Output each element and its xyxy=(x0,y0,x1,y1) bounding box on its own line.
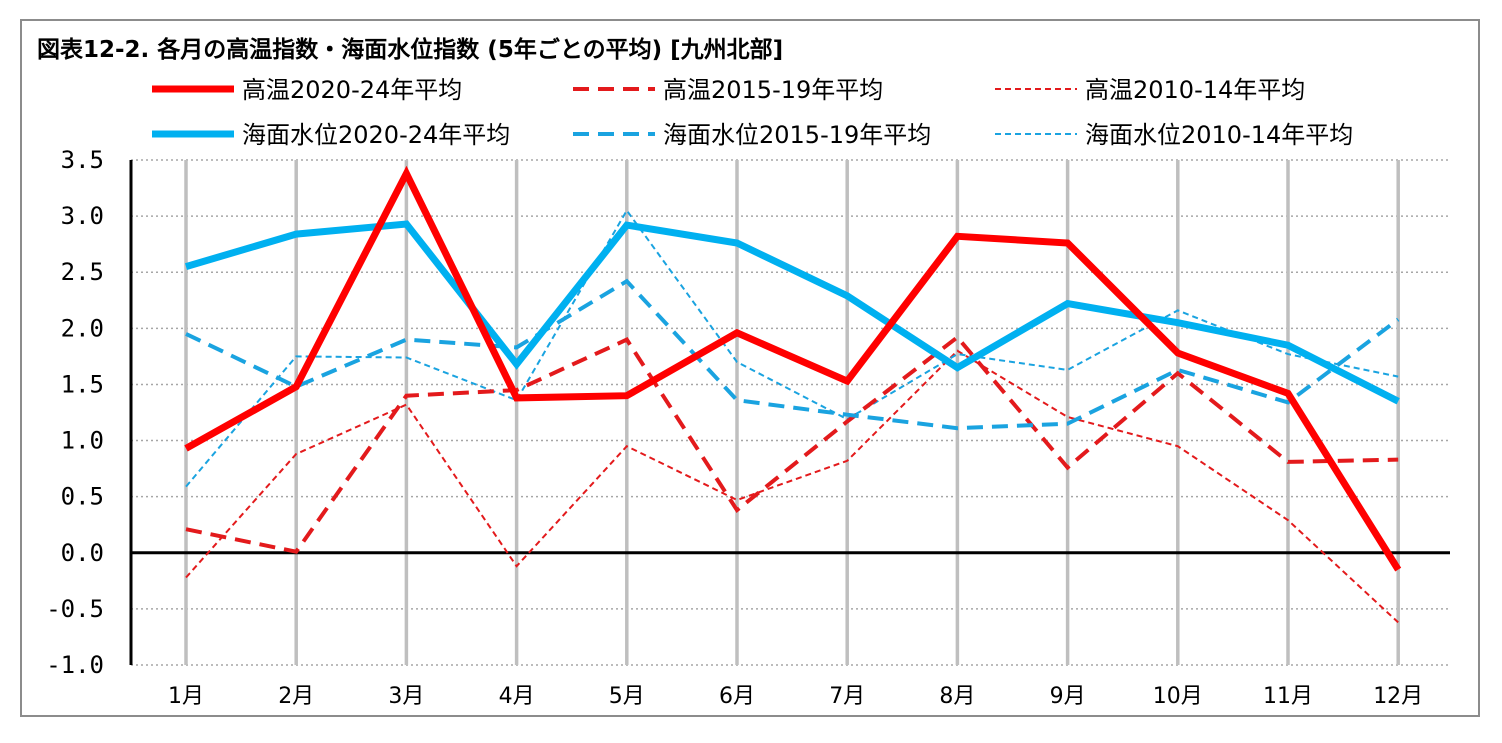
legend-label-1: 高温2020-24年平均 xyxy=(242,76,462,104)
y-tick-label: 2.0 xyxy=(61,314,104,342)
series-line-4 xyxy=(185,220,1400,405)
x-tick-label: 3月 xyxy=(388,684,424,709)
x-tick-label: 2月 xyxy=(278,684,314,709)
legend-label-3: 高温2010-14年平均 xyxy=(1085,76,1305,104)
x-tick-label: 12月 xyxy=(1373,684,1423,709)
legend-label-2: 高温2015-19年平均 xyxy=(663,76,883,104)
x-tick-label: 9月 xyxy=(1050,684,1086,709)
y-tick-label: 2.5 xyxy=(61,258,104,286)
x-tick-label: 1月 xyxy=(168,684,204,709)
y-tick-label: -1.0 xyxy=(46,651,104,679)
y-tick-label: 1.5 xyxy=(61,370,104,398)
x-tick-label: 7月 xyxy=(829,684,865,709)
series-lines xyxy=(184,165,1402,624)
y-tick-label: -0.5 xyxy=(46,595,104,623)
y-tick-label: 1.0 xyxy=(61,427,104,455)
y-tick-label: 3.0 xyxy=(61,202,104,230)
series-line-3 xyxy=(185,349,1399,624)
y-tick-label: 0.5 xyxy=(61,483,104,511)
x-tick-label: 5月 xyxy=(609,684,645,709)
y-tick-labels: 3.5 3.0 2.5 2.0 1.5 1.0 0.5 0.0 -0.5 -1.0 xyxy=(46,146,104,679)
x-tick-label: 11月 xyxy=(1263,684,1313,709)
x-tick-label: 6月 xyxy=(719,684,755,709)
chart-frame xyxy=(20,19,1480,717)
y-tick-label: 3.5 xyxy=(61,146,104,174)
series-line-1 xyxy=(184,165,1402,572)
legend-label-4: 海面水位2020-24年平均 xyxy=(242,121,510,149)
legend-label-6: 海面水位2010-14年平均 xyxy=(1085,121,1353,149)
x-tick-labels: 1月 2月 3月 4月 5月 6月 7月 8月 9月 10月 11月 12月 xyxy=(168,684,1423,709)
grid-lines xyxy=(131,159,1450,666)
series-line-6 xyxy=(185,208,1399,488)
chart-title: 図表12-2. 各月の高温指数・海面水位指数 (5年ごとの平均) [九州北部] xyxy=(37,37,784,63)
axes xyxy=(129,160,1450,665)
x-tick-label: 4月 xyxy=(499,684,535,709)
series-line-2 xyxy=(185,334,1399,554)
x-tick-label: 8月 xyxy=(939,684,975,709)
y-tick-label: 0.0 xyxy=(61,539,104,567)
x-tick-label: 10月 xyxy=(1153,684,1203,709)
legend: 高温2020-24年平均 高温2015-19年平均 高温2010-14年平均海面水位… xyxy=(152,76,1353,149)
legend-label-5: 海面水位2015-19年平均 xyxy=(663,121,931,149)
